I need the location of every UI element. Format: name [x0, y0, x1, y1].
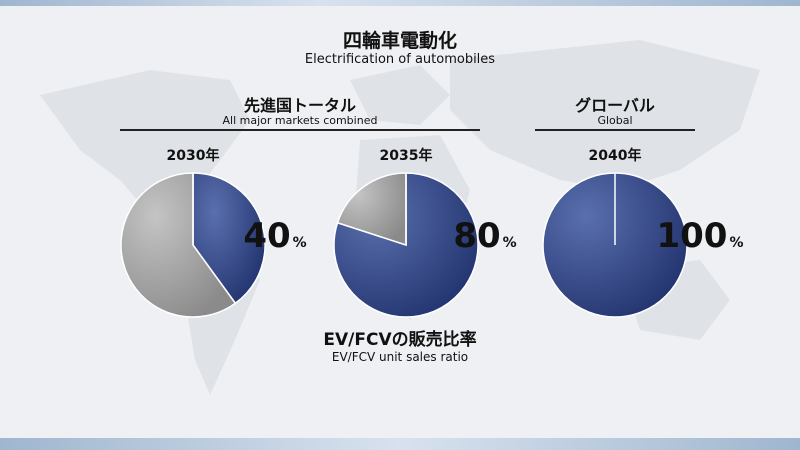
top-band [0, 0, 800, 6]
group-subtitle-global: Global [597, 114, 633, 127]
group-rule-major-markets [120, 129, 480, 131]
page-subtitle: Electrification of automobiles [304, 52, 496, 67]
pie-chart-2040 [542, 172, 688, 318]
pie-value-2030: 40 [243, 216, 291, 256]
pie-unit-2040: % [729, 235, 744, 251]
pie-slice [192, 172, 266, 305]
group-title-global: グローバル [575, 96, 655, 115]
pie-value-2035: 80 [453, 216, 501, 256]
pie-chart-2035 [333, 172, 479, 318]
pie-slice [120, 172, 237, 318]
group-subtitle-major-markets: All major markets combined [222, 114, 378, 127]
pie-label-2035: 80% [440, 216, 530, 256]
caption-jp: EV/FCVの販売比率 [323, 330, 477, 350]
continent-europe [350, 65, 450, 125]
page-title: 四輪車電動化 [342, 30, 457, 52]
pie-slice [333, 172, 479, 318]
pie-value-2040: 100 [656, 216, 728, 256]
pie-label-2040: 100% [650, 216, 750, 256]
pie-chart-2030 [120, 172, 266, 318]
year-label-2035: 2035年 [379, 148, 433, 164]
year-label-2030: 2030年 [166, 148, 220, 164]
year-label-2040: 2040年 [588, 148, 642, 164]
pie-unit-2030: % [292, 235, 307, 251]
pie-label-2030: 40% [230, 216, 320, 256]
pie-slice [336, 172, 407, 247]
group-title-major-markets: 先進国トータル [243, 96, 356, 115]
continent-asia [450, 40, 760, 190]
bottom-band [0, 438, 800, 450]
caption-en: EV/FCV unit sales ratio [331, 350, 469, 364]
pie-unit-2035: % [502, 235, 517, 251]
group-rule-global [535, 129, 695, 131]
